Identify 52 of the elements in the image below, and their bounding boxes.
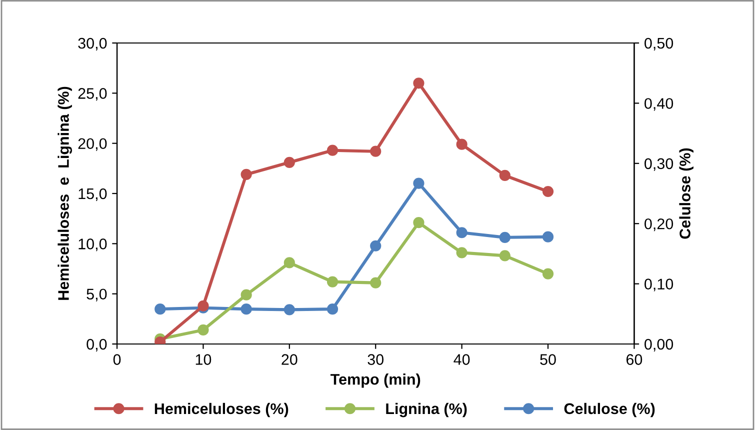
point — [456, 247, 468, 258]
y-tick-label: 5,0 — [86, 288, 107, 302]
y2-tick-label: 0,00 — [644, 338, 674, 352]
point — [240, 168, 252, 180]
x-tick-label: 0 — [113, 354, 121, 365]
x-tick-label: 60 — [626, 354, 642, 365]
x-tick-label: 10 — [196, 354, 212, 365]
y-axis-title: Hemiceluloses e Lignina (%) — [58, 86, 72, 300]
point — [240, 304, 252, 315]
point — [499, 170, 510, 181]
point — [284, 257, 295, 268]
y2-tick-label: 0,30 — [644, 158, 674, 171]
x-axis-title: Tempo (min) — [330, 374, 420, 388]
point — [326, 304, 338, 315]
point — [370, 277, 382, 288]
point — [284, 304, 295, 316]
point — [413, 78, 424, 89]
y2-tick-label: 0,20 — [644, 218, 674, 232]
x-tick-label: 40 — [454, 354, 470, 365]
point — [413, 178, 424, 189]
point — [370, 240, 382, 252]
point — [456, 227, 468, 238]
point — [326, 276, 338, 288]
point — [198, 324, 209, 336]
point — [284, 156, 295, 168]
point — [542, 231, 554, 242]
y2-tick-label: 0,10 — [644, 278, 674, 292]
point — [326, 144, 338, 156]
point — [499, 232, 510, 243]
y2-axis-title: Celulose (%) — [679, 148, 694, 239]
y-tick-label: 10,0 — [78, 238, 107, 252]
x-tick-label: 20 — [282, 354, 298, 365]
legend-label: Lignina (%) — [386, 402, 467, 418]
point — [240, 289, 252, 300]
point — [413, 217, 424, 228]
point — [154, 304, 166, 315]
y2-tick-label: 0,50 — [644, 38, 674, 50]
y-tick-label: 15,0 — [78, 188, 107, 201]
y2-tick-label: 0,40 — [644, 98, 674, 111]
point — [499, 250, 510, 262]
y-tick-label: 20,0 — [78, 138, 107, 151]
x-tick-label: 50 — [540, 354, 556, 365]
y-tick-label: 0,0 — [86, 338, 107, 352]
x-tick-label: 30 — [368, 354, 384, 365]
point — [542, 268, 554, 280]
legend-label: Hemiceluloses (%) — [154, 402, 288, 418]
y-tick-label: 25,0 — [78, 88, 107, 101]
point — [542, 186, 554, 198]
y-tick-label: 30,0 — [78, 38, 107, 50]
point — [370, 146, 382, 157]
point — [456, 138, 468, 150]
legend-label: Celulose (%) — [564, 402, 655, 418]
